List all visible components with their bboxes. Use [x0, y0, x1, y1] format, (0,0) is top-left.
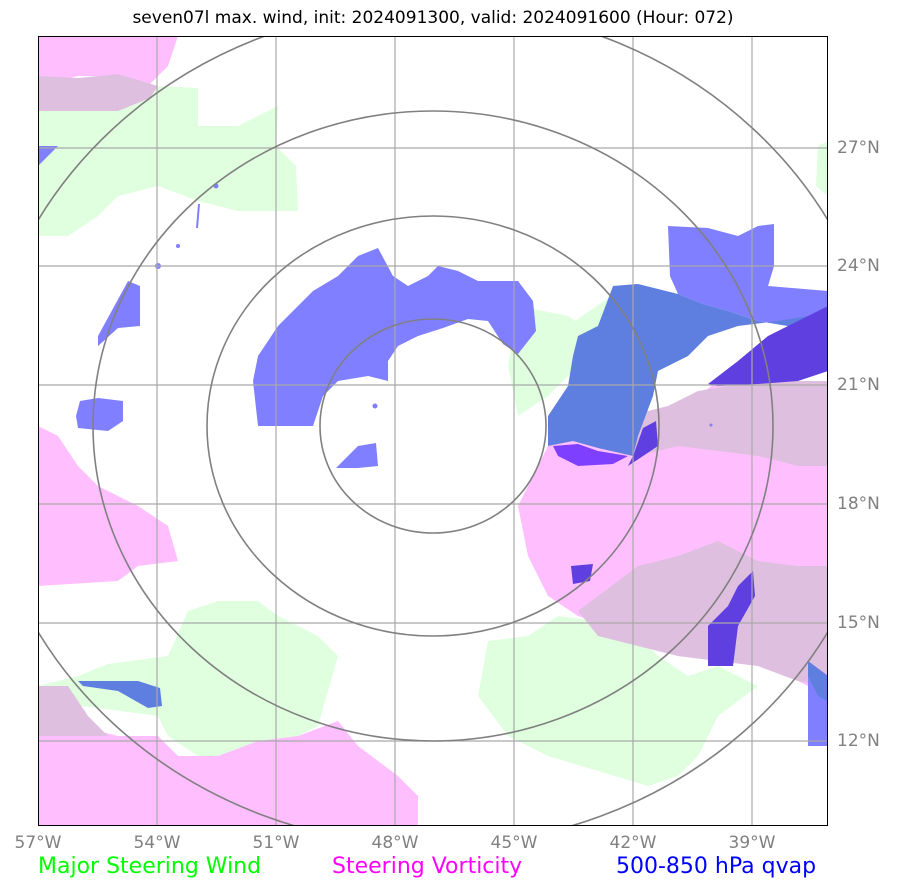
- lon-tick-label: 42°W: [609, 833, 657, 853]
- lon-tick-label: 48°W: [371, 833, 419, 853]
- lon-tick-label: 51°W: [252, 833, 300, 853]
- lat-lon-grid: [38, 36, 828, 826]
- distance-rings: [38, 36, 828, 826]
- lat-tick-label: 12°N: [837, 731, 880, 751]
- legend-steering-wind: Major Steering Wind: [38, 854, 262, 879]
- legend-steering-vorticity: Steering Vorticity: [332, 854, 523, 879]
- lat-tick-label: 24°N: [837, 256, 880, 276]
- overlap-layer: [38, 74, 828, 736]
- lat-tick-label: 21°N: [837, 375, 880, 395]
- lat-tick-label: 15°N: [837, 613, 880, 633]
- map-title: seven07l max. wind, init: 2024091300, va…: [132, 8, 734, 28]
- map-panel: [38, 36, 828, 826]
- lat-tick-label: 27°N: [837, 138, 880, 158]
- steering-wind-layer: [38, 76, 828, 786]
- lon-tick-label: 45°W: [490, 833, 538, 853]
- lon-tick-label: 54°W: [133, 833, 181, 853]
- lon-tick-label: 39°W: [728, 833, 776, 853]
- map-frame: [38, 36, 828, 826]
- lat-tick-label: 18°N: [837, 494, 880, 514]
- legend-qvap: 500-850 hPa qvap: [616, 854, 817, 879]
- lon-tick-label: 57°W: [14, 833, 62, 853]
